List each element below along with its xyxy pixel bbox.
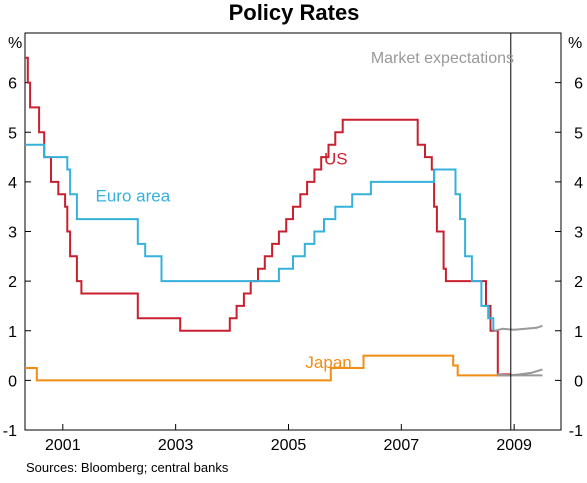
y-tick-label-right: 0 (574, 373, 583, 390)
series-labels: US Euro area Japan (96, 150, 352, 372)
y-tick-label-left: 2 (8, 274, 17, 291)
x-tick-label: 2003 (158, 437, 194, 454)
series-label-japan: Japan (305, 353, 351, 372)
y-tick-label-right: 5 (574, 125, 583, 142)
y-tick-label-right: 4 (574, 175, 583, 192)
y-tick-label-right: -1 (569, 423, 583, 440)
y-tick-label-right: 2 (574, 274, 583, 291)
y-axis-right: -1 0 1 2 3 4 5 6 (555, 76, 583, 440)
y-tick-label-right: 6 (574, 76, 583, 93)
series-line-japan (25, 354, 511, 382)
y-unit-left: % (8, 35, 22, 52)
x-axis: 2001 2003 2005 2007 2009 (45, 424, 532, 454)
series-layer (25, 56, 543, 382)
x-tick-label: 2005 (271, 437, 307, 454)
x-tick-label: 2009 (496, 437, 532, 454)
source-note: Sources: Bloomberg; central banks (26, 460, 229, 475)
y-tick-label-right: 1 (574, 324, 583, 341)
series-label-euro: Euro area (96, 187, 171, 206)
market-expectations-label: Market expectations (371, 50, 514, 67)
y-tick-label-left: 5 (8, 125, 17, 142)
y-tick-label-left: 3 (8, 225, 17, 242)
series-line-euro (25, 143, 495, 331)
plot-frame (24, 32, 562, 431)
y-axis-left: -1 0 1 2 3 4 5 6 (3, 76, 31, 440)
y-tick-label-left: 6 (8, 76, 17, 93)
x-tick-label: 2007 (384, 437, 420, 454)
y-tick-label-left: 0 (8, 373, 17, 390)
y-tick-label-left: 1 (8, 324, 17, 341)
y-tick-label-left: 4 (8, 175, 17, 192)
y-tick-label-right: 3 (574, 225, 583, 242)
y-unit-right: % (568, 35, 582, 52)
x-tick-label: 2001 (45, 437, 81, 454)
y-tick-label-left: -1 (3, 423, 17, 440)
series-line-expectations (494, 324, 543, 332)
series-line-us (25, 56, 511, 376)
chart-title: Policy Rates (229, 0, 360, 25)
series-label-us: US (324, 150, 348, 169)
